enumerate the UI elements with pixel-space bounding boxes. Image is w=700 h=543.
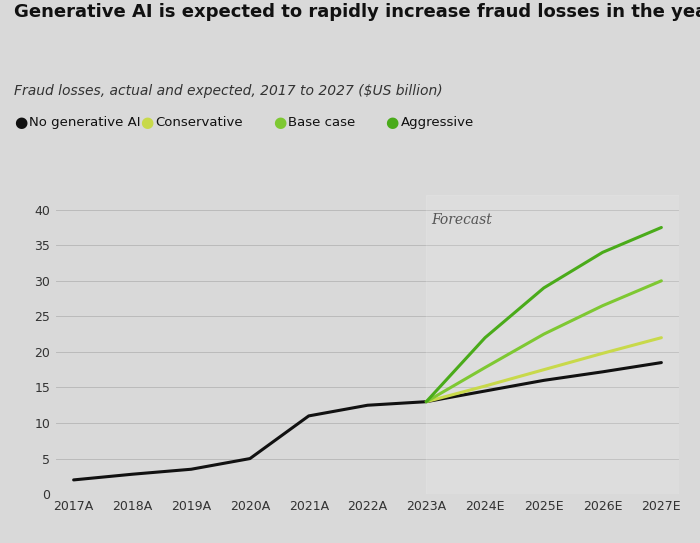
- Text: Forecast: Forecast: [431, 213, 492, 228]
- Text: ●: ●: [273, 115, 286, 130]
- Text: ●: ●: [140, 115, 153, 130]
- Bar: [426, 195, 679, 494]
- Text: Generative AI is expected to rapidly increase fraud losses in the years ahead: Generative AI is expected to rapidly inc…: [14, 3, 700, 21]
- Text: Conservative: Conservative: [155, 116, 243, 129]
- Text: No generative AI: No generative AI: [29, 116, 141, 129]
- Text: Fraud losses, actual and expected, 2017 to 2027 ($US billion): Fraud losses, actual and expected, 2017 …: [14, 84, 442, 98]
- Text: Aggressive: Aggressive: [400, 116, 474, 129]
- Text: ●: ●: [385, 115, 398, 130]
- Text: ●: ●: [14, 115, 27, 130]
- Text: Base case: Base case: [288, 116, 356, 129]
